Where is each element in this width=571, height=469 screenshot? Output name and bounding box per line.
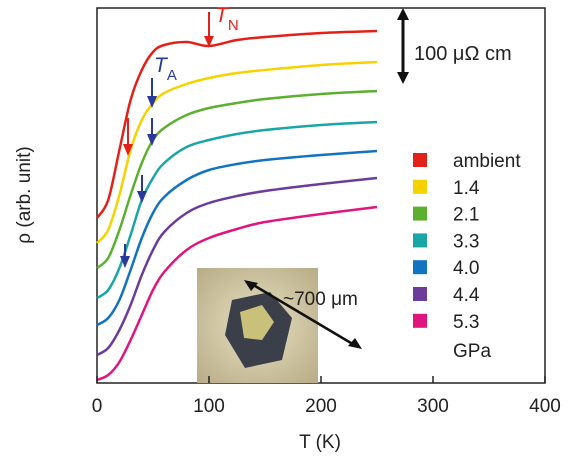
legend-label: 3.3 bbox=[453, 231, 479, 252]
legend-unit: GPa bbox=[453, 341, 491, 362]
ta-markers bbox=[120, 78, 157, 268]
x-tick-label: 200 bbox=[305, 396, 337, 417]
arrow-head bbox=[244, 280, 258, 291]
arrow-head bbox=[348, 338, 362, 349]
curve bbox=[96, 120, 378, 300]
legend-swatch bbox=[413, 179, 427, 194]
arrow-head bbox=[397, 72, 409, 84]
legend-label: 4.4 bbox=[453, 285, 480, 306]
legend-label: 5.3 bbox=[453, 312, 479, 333]
arrow-head bbox=[397, 8, 409, 20]
legend-label: 4.0 bbox=[453, 258, 479, 279]
legend-swatch bbox=[413, 206, 427, 221]
scale-bar-label: 100 μΩ cm bbox=[414, 43, 512, 65]
x-tick-label: 100 bbox=[193, 396, 225, 417]
crystal-size: ~700 μm bbox=[283, 289, 358, 310]
y-axis-title: ρ (arb. unit) bbox=[14, 146, 35, 243]
tn-sub: N bbox=[228, 17, 239, 34]
tn-label: TN bbox=[215, 4, 239, 34]
legend-label: ambient bbox=[453, 151, 521, 172]
curve bbox=[96, 60, 378, 244]
x-tick-label: 0 bbox=[92, 396, 103, 417]
tn-text: T bbox=[215, 4, 230, 27]
legend-swatch bbox=[413, 313, 427, 328]
legend-swatch bbox=[413, 233, 427, 248]
tn-marker bbox=[123, 12, 214, 156]
legend-label: 2.1 bbox=[453, 205, 479, 226]
ta-text: T bbox=[154, 54, 169, 77]
curve bbox=[96, 149, 378, 327]
legend-swatch bbox=[413, 260, 427, 275]
curve bbox=[96, 176, 378, 357]
legend-label: 1.4 bbox=[453, 178, 480, 199]
x-tick-label: 300 bbox=[417, 396, 449, 417]
x-axis-title: T (K) bbox=[299, 432, 341, 453]
legend-swatch bbox=[413, 153, 427, 167]
inset-photo bbox=[197, 268, 318, 383]
curve bbox=[95, 29, 378, 219]
ta-label: TA bbox=[154, 54, 177, 84]
size-arrow bbox=[249, 281, 357, 348]
legend-swatch bbox=[413, 287, 427, 301]
curve bbox=[96, 89, 378, 269]
ta-sub: A bbox=[167, 67, 177, 84]
x-tick-label: 400 bbox=[529, 396, 561, 417]
curve bbox=[96, 205, 378, 382]
